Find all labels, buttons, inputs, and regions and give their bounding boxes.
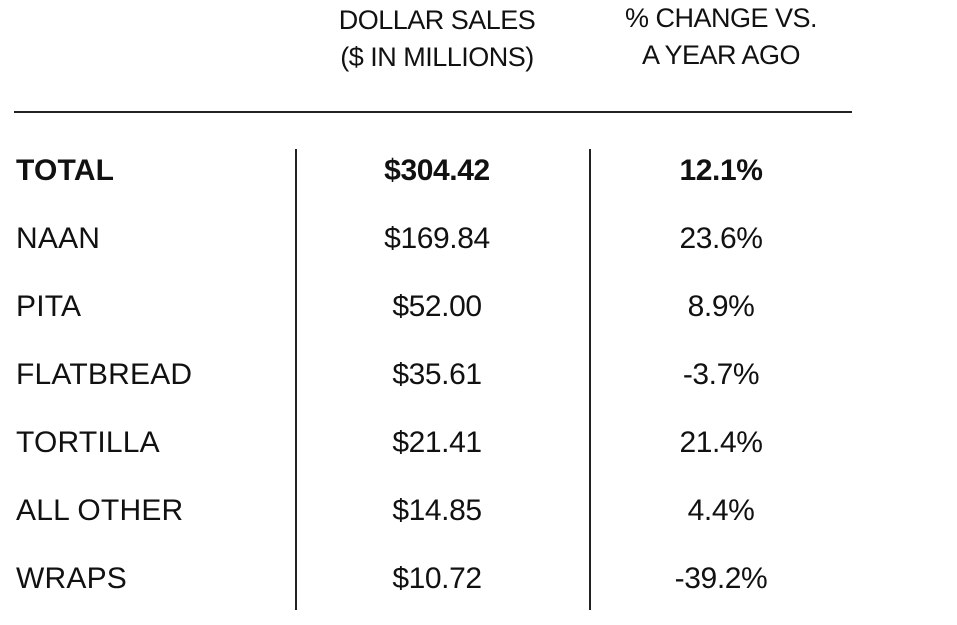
table-row: NAAN $169.84 23.6% (0, 217, 957, 285)
column-header-dollar-sales-line-2: ($ IN MILLIONS) (340, 42, 534, 72)
percent-change-value: 23.6% (679, 222, 763, 255)
category-label: NAAN (16, 222, 101, 255)
table-row: ALL OTHER $14.85 4.4% (0, 489, 957, 557)
category-label: FLATBREAD (16, 358, 193, 391)
category-label: WRAPS (16, 562, 128, 595)
percent-change-value: -3.7% (682, 358, 760, 391)
dollar-sales-value: $21.41 (392, 426, 482, 459)
column-header-dollar-sales-line-1: DOLLAR SALES (338, 5, 536, 35)
column-header-percent-change: % CHANGE VS. A YEAR AGO (590, 0, 852, 74)
column-divider-1 (295, 149, 297, 610)
category-label: ALL OTHER (16, 494, 184, 527)
table-row: FLATBREAD $35.61 -3.7% (0, 353, 957, 421)
table-row: TORTILLA $21.41 21.4% (0, 421, 957, 489)
dollar-sales-value: $35.61 (392, 358, 482, 391)
dollar-sales-value: $169.84 (384, 222, 490, 255)
table-row-total: TOTAL $304.42 12.1% (0, 149, 957, 217)
percent-change-value: -39.2% (674, 562, 768, 595)
category-label: PITA (16, 290, 82, 323)
dollar-sales-value: $14.85 (392, 494, 482, 527)
column-divider-2 (589, 149, 591, 610)
percent-change-value: 4.4% (687, 494, 755, 527)
table-row: PITA $52.00 8.9% (0, 285, 957, 353)
header-divider (14, 111, 852, 113)
dollar-sales-value: $10.72 (392, 562, 482, 595)
category-label: TORTILLA (16, 426, 160, 459)
column-header-percent-change-line-1: % CHANGE VS. (624, 3, 818, 33)
column-header-percent-change-line-2: A YEAR AGO (641, 40, 801, 70)
dollar-sales-value: $52.00 (392, 290, 482, 323)
percent-change-value: 21.4% (679, 426, 763, 459)
dollar-sales-value: $304.42 (384, 154, 490, 187)
category-label: TOTAL (16, 154, 115, 187)
percent-change-value: 8.9% (687, 290, 755, 323)
column-header-dollar-sales: DOLLAR SALES ($ IN MILLIONS) (296, 2, 578, 76)
table-row: WRAPS $10.72 -39.2% (0, 557, 957, 625)
percent-change-value: 12.1% (679, 154, 763, 187)
